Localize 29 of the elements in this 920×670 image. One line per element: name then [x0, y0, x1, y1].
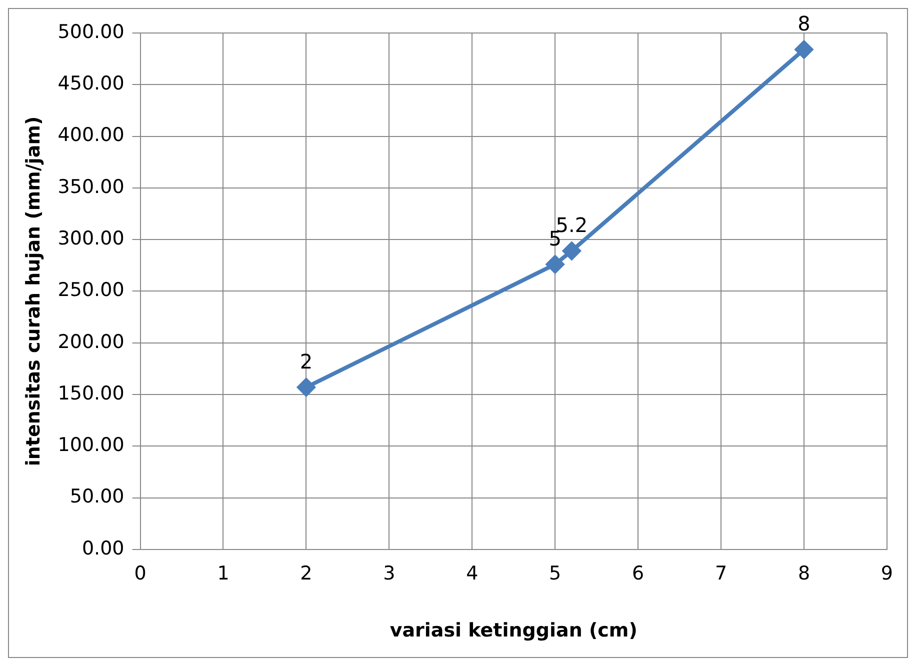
- y-tick-label: 250.00: [58, 279, 124, 302]
- y-tick-label: 150.00: [58, 382, 124, 404]
- x-tick-label: 0: [134, 562, 146, 585]
- y-tick-label: 0.00: [82, 537, 124, 560]
- annotation: 8: [798, 12, 810, 36]
- point: [297, 378, 316, 396]
- point: [546, 255, 564, 274]
- y-tick-label: 500.00: [58, 20, 124, 43]
- x-tick-label: 2: [300, 562, 312, 585]
- y-tick-label: 400.00: [58, 124, 124, 146]
- point: [794, 40, 813, 59]
- annotation: 2: [300, 349, 313, 374]
- y-tick-label: 450.00: [58, 72, 124, 95]
- y-tick-label: 300.00: [58, 227, 124, 250]
- x-tick-label: 3: [383, 562, 396, 585]
- x-tick-label: 8: [798, 562, 810, 585]
- x-tick-label: 9: [880, 562, 894, 585]
- y-tick-label: 50.00: [70, 486, 124, 508]
- point: [562, 242, 581, 260]
- x-tick-label: 7: [714, 562, 728, 585]
- x-tick-label: 4: [466, 562, 478, 585]
- y-axis-title: intensitas curah hujan (mm/jam): [22, 116, 44, 466]
- y-tick-label: 100.00: [58, 434, 124, 456]
- x-tick-label: 5: [549, 562, 562, 585]
- x-tick-label: 1: [217, 562, 230, 585]
- y-tick-label: 350.00: [58, 176, 124, 198]
- y-tick-label: 200.00: [58, 330, 124, 353]
- x-axis-title: variasi ketinggian (cm): [390, 620, 638, 642]
- x-tick-label: 6: [632, 562, 644, 585]
